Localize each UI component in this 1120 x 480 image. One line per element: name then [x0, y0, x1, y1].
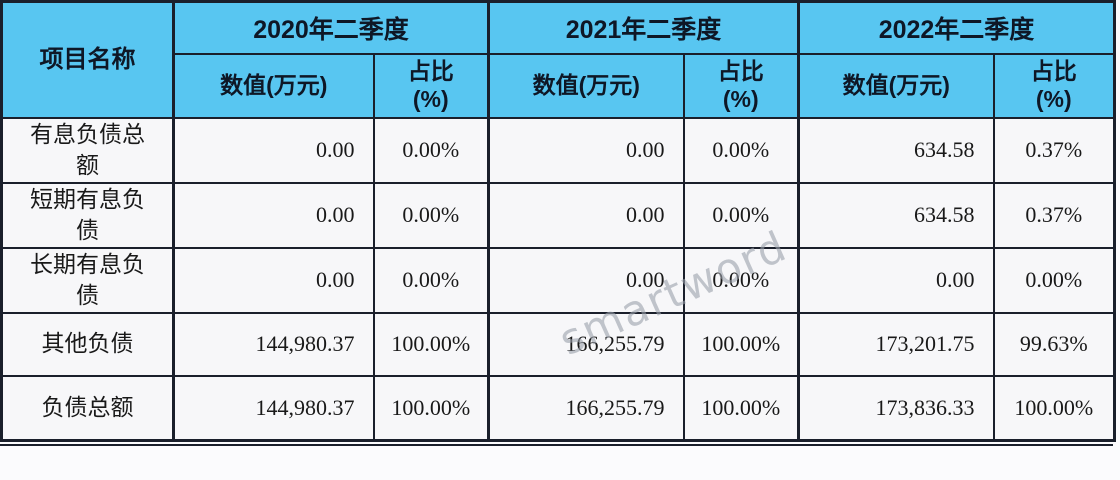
- ratio-header-2021: 占比 (%): [682, 52, 800, 119]
- value-cell: 0.00: [487, 246, 685, 314]
- table-row: 有息负债总额 0.00 0.00% 0.00 0.00% 634.58 0.37…: [0, 116, 1116, 184]
- ratio-cell: 0.00%: [682, 116, 800, 184]
- value-cell: 634.58: [797, 181, 995, 249]
- year-header-2022: 2022年二季度: [797, 0, 1116, 55]
- value-cell: 144,980.37: [172, 311, 375, 377]
- ratio-cell: 0.00%: [992, 246, 1116, 314]
- ratio-cell: 100.00%: [992, 374, 1116, 442]
- row-label: 有息负债总额: [0, 116, 175, 184]
- ratio-cell: 100.00%: [372, 374, 490, 442]
- row-label: 短期有息负债: [0, 181, 175, 249]
- value-cell: 166,255.79: [487, 374, 685, 442]
- ratio-cell: 100.00%: [682, 311, 800, 377]
- value-header-2020: 数值(万元): [172, 52, 375, 119]
- ratio-cell: 100.00%: [372, 311, 490, 377]
- ratio-cell: 0.00%: [372, 116, 490, 184]
- value-cell: 0.00: [172, 116, 375, 184]
- value-cell: 144,980.37: [172, 374, 375, 442]
- ratio-cell: 0.00%: [372, 181, 490, 249]
- value-cell: 173,836.33: [797, 374, 995, 442]
- table-row: 其他负债 144,980.37 100.00% 166,255.79 100.0…: [0, 311, 1116, 377]
- ratio-header-2020: 占比 (%): [372, 52, 490, 119]
- ratio-header-2022: 占比 (%): [992, 52, 1116, 119]
- year-header-2020: 2020年二季度: [172, 0, 490, 55]
- header-row-subcolumns: 数值(万元) 占比 (%) 数值(万元) 占比 (%) 数值(万元) 占比 (%…: [2, 52, 1116, 119]
- table-row: 短期有息负债 0.00 0.00% 0.00 0.00% 634.58 0.37…: [0, 181, 1116, 249]
- table-bottom-double-rule: [0, 444, 1113, 446]
- ratio-cell: 0.37%: [992, 181, 1116, 249]
- ratio-cell: 0.00%: [372, 246, 490, 314]
- value-cell: 0.00: [172, 246, 375, 314]
- ratio-cell: 99.63%: [992, 311, 1116, 377]
- row-label: 长期有息负债: [0, 246, 175, 314]
- value-cell: 634.58: [797, 116, 995, 184]
- table-row: 负债总额 144,980.37 100.00% 166,255.79 100.0…: [0, 374, 1116, 442]
- ratio-cell: 0.37%: [992, 116, 1116, 184]
- value-header-2022: 数值(万元): [797, 52, 995, 119]
- value-cell: 0.00: [172, 181, 375, 249]
- value-cell: 0.00: [797, 246, 995, 314]
- row-label: 负债总额: [0, 374, 175, 442]
- value-cell: 0.00: [487, 116, 685, 184]
- value-cell: 166,255.79: [487, 311, 685, 377]
- value-cell: 173,201.75: [797, 311, 995, 377]
- header-row-years: 项目名称 2020年二季度 2021年二季度 2022年二季度: [0, 0, 1116, 119]
- item-name-header: 项目名称: [0, 0, 175, 119]
- liabilities-table: 项目名称 2020年二季度 2021年二季度 2022年二季度 数值(万元) 占…: [0, 0, 1116, 442]
- value-header-2021: 数值(万元): [487, 52, 685, 119]
- ratio-cell: 0.00%: [682, 246, 800, 314]
- row-label: 其他负债: [0, 311, 175, 377]
- value-cell: 0.00: [487, 181, 685, 249]
- table-row: 长期有息负债 0.00 0.00% 0.00 0.00% 0.00 0.00%: [0, 246, 1116, 314]
- ratio-cell: 0.00%: [682, 181, 800, 249]
- ratio-cell: 100.00%: [682, 374, 800, 442]
- year-header-2021: 2021年二季度: [487, 0, 800, 55]
